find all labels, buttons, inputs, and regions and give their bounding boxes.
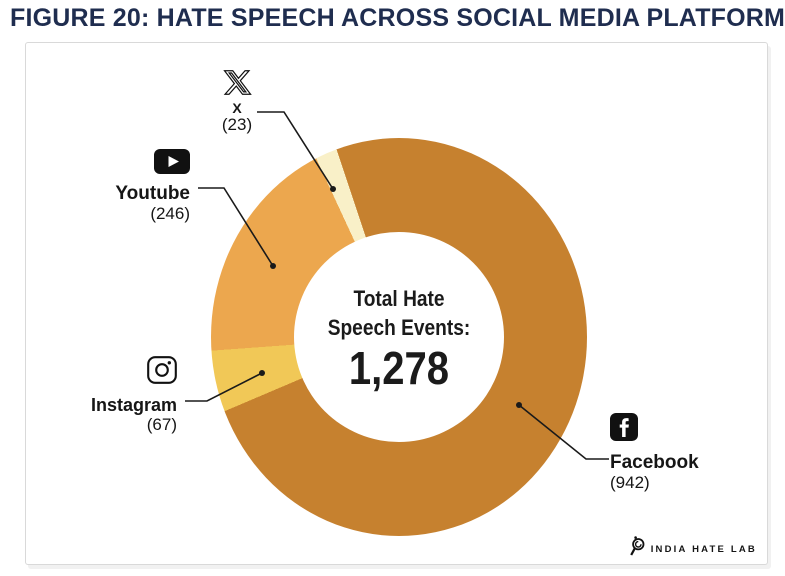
center-label-line2: Speech Events: [327,314,471,340]
callout-facebook-count: (942) [610,473,650,492]
callout-x-count: (23) [221,115,253,134]
facebook-icon [610,413,638,446]
center-label-line1: Total Hate [353,285,445,311]
callout-youtube-count: (246) [150,204,190,223]
total-value: 1,278 [348,341,450,394]
callout-instagram-count: (67) [146,415,177,434]
callout-youtube: Youtube (246) [90,149,190,223]
callout-instagram-label: Instagram [90,395,177,415]
callout-x: X (23) [205,68,269,134]
callout-youtube-label: Youtube [115,183,190,204]
center-text: Total Hate Speech Events: 1,278 [308,284,491,391]
brand-text: INDIA HATE LAB [650,544,757,555]
callout-x-label: X [232,100,242,116]
x-logo-icon [221,68,254,102]
figure-title: FIGURE 20: HATE SPEECH ACROSS SOCIAL MED… [10,4,785,32]
youtube-icon [154,149,190,179]
callout-instagram: Instagram (67) [77,356,177,434]
india-hate-lab-logo: INDIA HATE LAB [629,536,757,563]
donut-center: Total Hate Speech Events: 1,278 [294,232,504,442]
callout-facebook-label: Facebook [610,452,699,473]
callout-facebook: Facebook (942) [610,413,730,492]
instagram-icon [147,356,177,389]
magnifier-logo-icon [629,536,646,563]
